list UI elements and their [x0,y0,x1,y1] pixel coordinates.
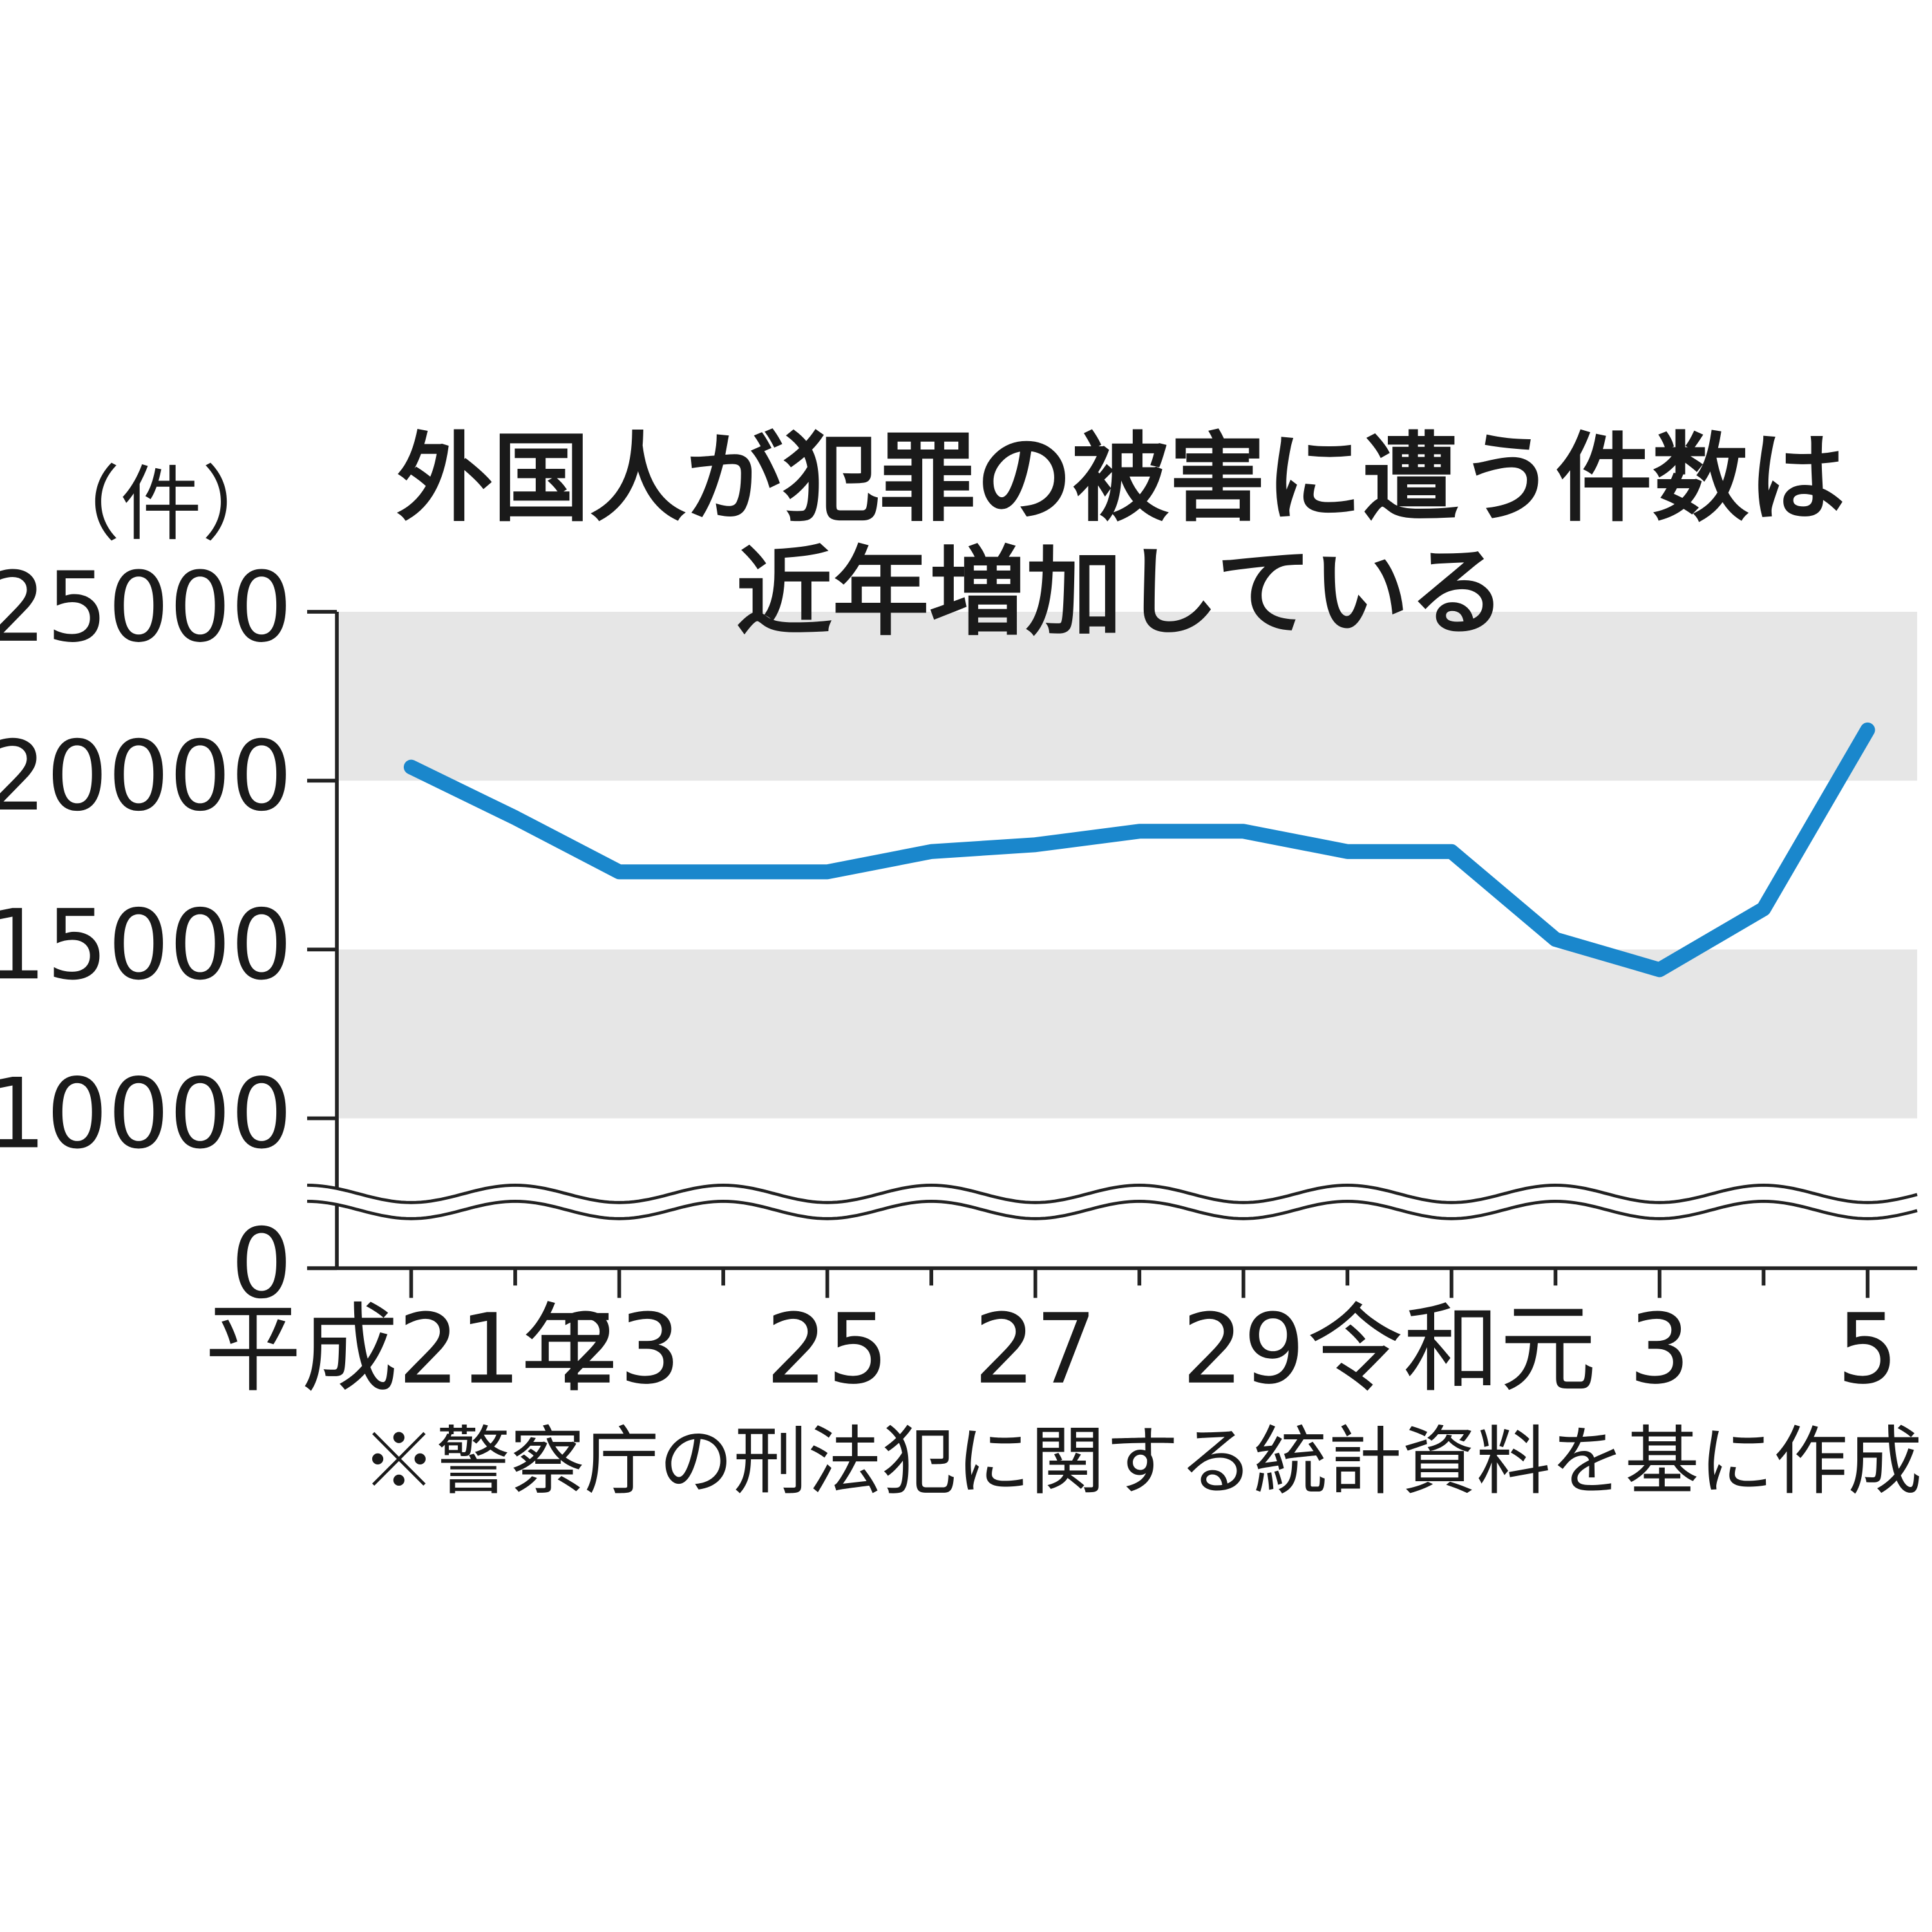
axis-break-line [307,1183,1918,1204]
x-tick-label: 令和元 [1307,1294,1596,1406]
x-tick-label: 25 [766,1294,889,1406]
background-layer [337,612,1917,1119]
y-tick-label: 10000 [0,1058,292,1170]
y-tick-label: 0 [231,1208,292,1320]
grid-band [337,612,1917,781]
x-tick-label: 5 [1837,1294,1898,1406]
data-line [403,722,1875,978]
axis-break-line [307,1199,1918,1220]
x-tick-label: 23 [558,1294,681,1406]
y-tick-label: 20000 [0,721,292,833]
x-tick-label: 平成21年 [205,1294,618,1406]
grid-band [337,949,1917,1119]
y-tick-label: 25000 [0,552,292,664]
x-tick-label: 29 [1182,1294,1305,1406]
y-axis-label: （件） [39,457,284,552]
x-tick-label: 27 [974,1294,1097,1406]
y-tick-label: 15000 [0,889,292,1001]
axis-break [307,1185,1917,1219]
source-note: ※警察庁の刑法犯に関する統計資料を基に作成 [362,1419,1922,1505]
chart-title: 近年増加している [736,537,1506,649]
chart-title: 外国人が犯罪の被害に遭う件数は [396,423,1845,535]
x-tick-label: 3 [1629,1294,1690,1406]
